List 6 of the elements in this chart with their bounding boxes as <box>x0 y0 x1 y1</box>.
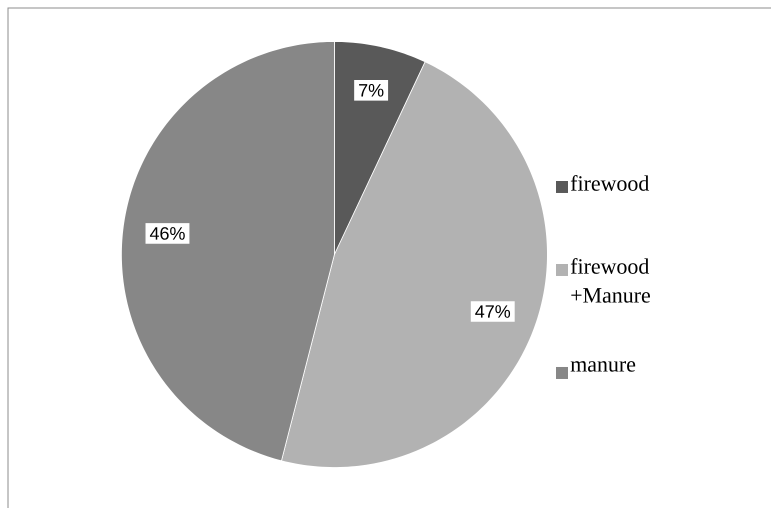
data-label: 47% <box>475 305 510 318</box>
legend-label: firewood <box>570 175 650 191</box>
data-label: 7% <box>359 84 384 97</box>
legend-label: manure <box>570 361 636 372</box>
legend-label: firewood +Manure <box>570 258 650 303</box>
data-label: 46% <box>150 227 185 240</box>
